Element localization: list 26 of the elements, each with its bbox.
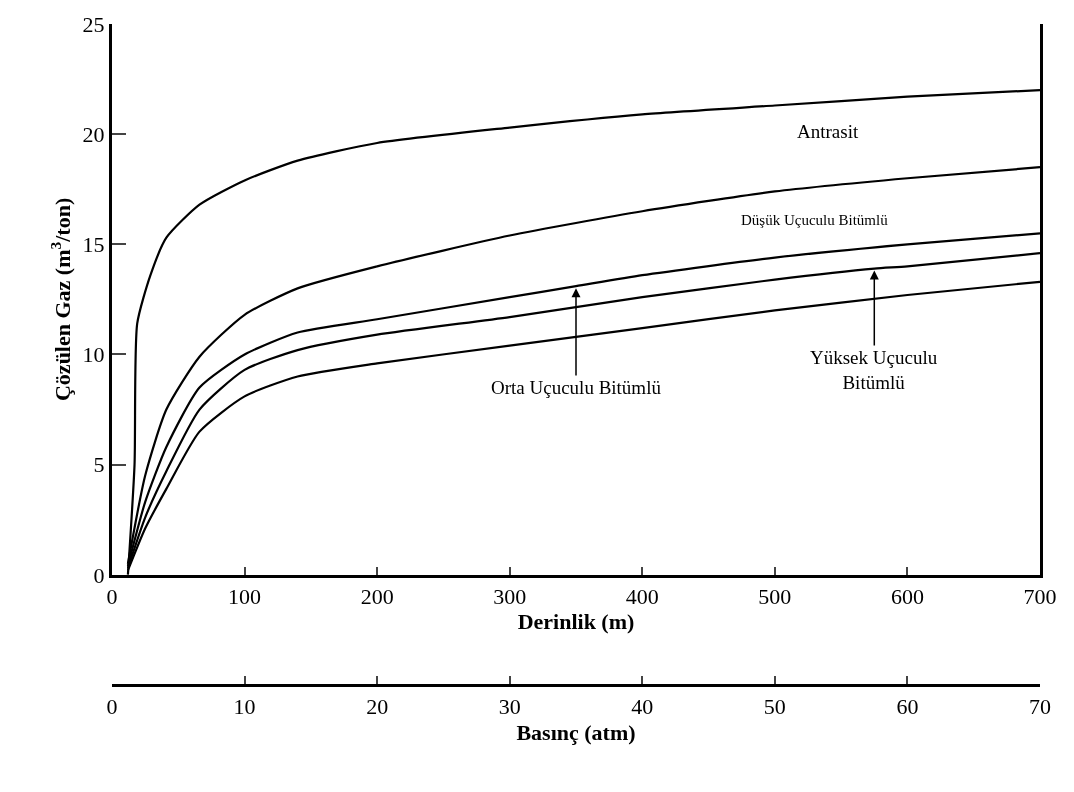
y-tick-label: 25 — [82, 11, 105, 37]
x2-tick-label: 50 — [763, 693, 786, 719]
x-tick-label: 400 — [625, 584, 659, 610]
x-tick-label: 200 — [360, 584, 394, 610]
y-tick-label: 20 — [82, 121, 105, 147]
x-tick-label: 600 — [890, 584, 924, 610]
x2-tick-label: 10 — [233, 693, 256, 719]
y-tick-label: 15 — [82, 232, 105, 258]
y-tick-label: 0 — [93, 562, 105, 588]
x2-axis-title: Basınç (atm) — [516, 719, 636, 745]
x2-tick-label: 40 — [631, 693, 654, 719]
x-axis-title: Derinlik (m) — [517, 609, 635, 635]
series-label: Düşük Uçuculu Bitümlü — [741, 212, 889, 228]
series-label: Antrasit — [797, 121, 859, 142]
annotation: Yüksek Uçuculu Bitümlü — [810, 347, 938, 393]
x2-tick-label: 60 — [896, 693, 919, 719]
x-tick-label: 300 — [493, 584, 527, 610]
x2-tick-label: 20 — [366, 693, 389, 719]
x-tick-label: 500 — [758, 584, 792, 610]
x-tick-label: 100 — [228, 584, 262, 610]
x2-tick-label: 70 — [1029, 693, 1051, 719]
y-tick-label: 5 — [93, 452, 105, 478]
x-tick-label: 700 — [1023, 584, 1057, 610]
annotation: Orta Uçuculu Bitümlü — [491, 377, 662, 398]
y-tick-label: 10 — [82, 342, 105, 368]
x2-tick-label: 30 — [498, 693, 521, 719]
